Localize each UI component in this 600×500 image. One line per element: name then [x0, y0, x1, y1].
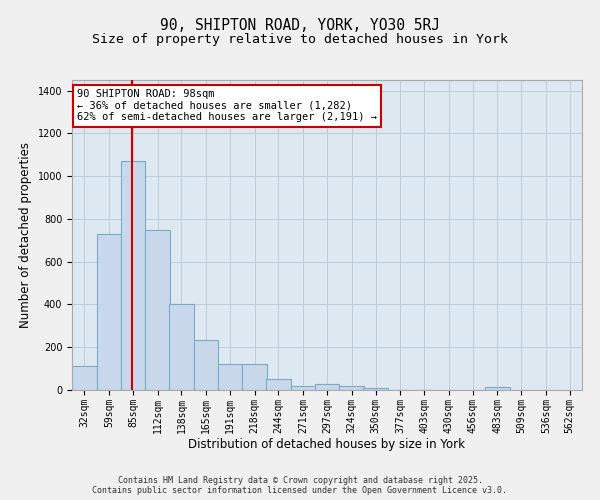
Bar: [97, 234, 121, 390]
X-axis label: Distribution of detached houses by size in York: Distribution of detached houses by size …: [188, 438, 466, 452]
Text: Contains HM Land Registry data © Crown copyright and database right 2025.
Contai: Contains HM Land Registry data © Crown c…: [92, 476, 508, 495]
Bar: [363, 388, 388, 390]
Text: 90, SHIPTON ROAD, YORK, YO30 5RJ: 90, SHIPTON ROAD, YORK, YO30 5RJ: [160, 18, 440, 32]
Bar: [72, 366, 97, 390]
Bar: [194, 340, 218, 390]
Bar: [340, 386, 364, 390]
Bar: [169, 304, 194, 390]
Y-axis label: Number of detached properties: Number of detached properties: [19, 142, 32, 328]
Bar: [242, 364, 267, 390]
Text: Size of property relative to detached houses in York: Size of property relative to detached ho…: [92, 32, 508, 46]
Bar: [485, 388, 509, 390]
Bar: [121, 161, 145, 390]
Bar: [145, 230, 170, 390]
Bar: [291, 386, 316, 390]
Bar: [218, 364, 242, 390]
Text: 90 SHIPTON ROAD: 98sqm
← 36% of detached houses are smaller (1,282)
62% of semi-: 90 SHIPTON ROAD: 98sqm ← 36% of detached…: [77, 90, 377, 122]
Bar: [314, 384, 340, 390]
Bar: [266, 380, 291, 390]
